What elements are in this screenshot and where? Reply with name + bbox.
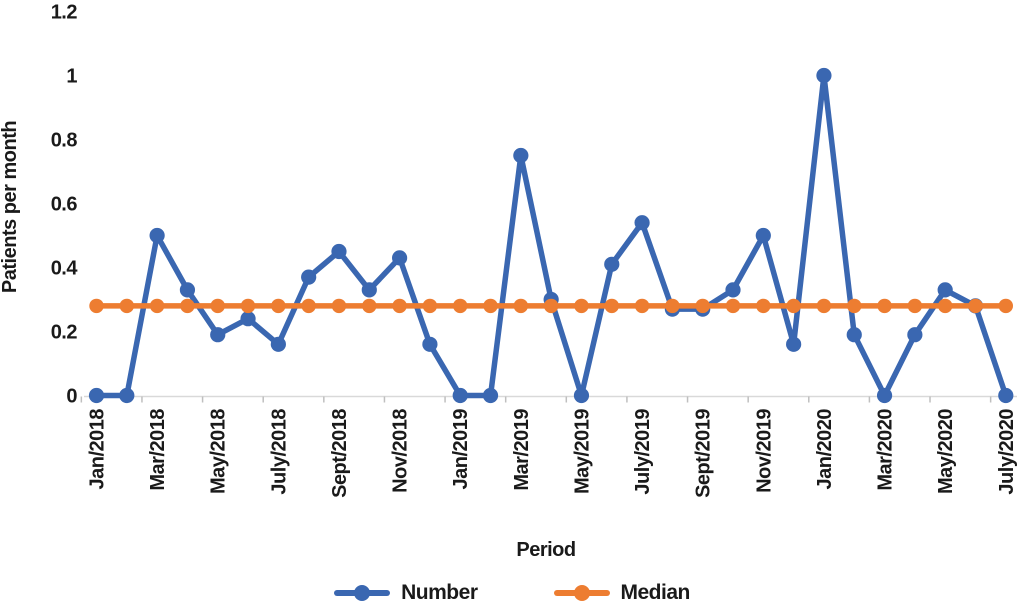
number-point (573, 387, 590, 404)
number-point (452, 387, 468, 404)
x-tick-label: July/2020 (996, 409, 1018, 495)
median-point (362, 298, 377, 314)
legend-label-median: Median (620, 581, 691, 604)
number-point (634, 215, 650, 231)
number-point (513, 147, 529, 164)
y-tick-label: 1.2 (51, 2, 78, 24)
median-point (937, 298, 953, 314)
median-point (634, 298, 650, 314)
series-layer (88, 67, 1014, 404)
number-point (755, 227, 771, 244)
number-point (907, 327, 923, 343)
x-tick-label: Mar/2019 (511, 409, 533, 491)
legend-item-number: Number (334, 581, 478, 604)
median-point (149, 298, 165, 314)
y-axis-title: Patients per month (0, 121, 21, 293)
median-point (816, 298, 832, 314)
number-point (422, 336, 438, 352)
x-tick-label: Nov/2019 (753, 409, 775, 493)
x-tick-label: Jan/2018 (87, 409, 109, 490)
number-point (210, 327, 226, 343)
median-point (210, 298, 225, 314)
x-tick-label: Jan/2019 (450, 409, 472, 490)
number-series-dot-icon (354, 584, 371, 601)
y-tick-label: 0.4 (51, 258, 79, 280)
median-point (725, 298, 741, 314)
median-point (422, 298, 438, 314)
y-tick-label: 0 (66, 386, 77, 408)
median-point (695, 298, 710, 314)
median-point (543, 298, 559, 314)
number-point (846, 327, 862, 343)
x-tick-label: July/2019 (632, 409, 654, 495)
median-point (453, 298, 468, 314)
median-point (907, 298, 923, 314)
number-series-marker-icon (334, 584, 391, 601)
number-point (149, 227, 165, 244)
number-point (361, 282, 377, 298)
y-tick-label: 0.8 (51, 130, 78, 152)
median-point (513, 298, 529, 314)
median-point (756, 298, 771, 314)
legend: Number Median (0, 582, 1024, 603)
x-tick-label: July/2018 (268, 409, 290, 495)
number-point (816, 67, 832, 84)
median-point (89, 298, 104, 314)
median-point (847, 298, 862, 314)
median-point (180, 298, 195, 314)
number-point (604, 256, 620, 272)
number-point (270, 336, 286, 352)
median-series-dot-icon (573, 584, 590, 601)
y-tick-label: 0.6 (51, 194, 78, 216)
median-point (604, 298, 619, 314)
number-point (240, 311, 256, 327)
x-tick-label: May/2019 (571, 409, 593, 494)
median-point (271, 298, 286, 314)
number-point (119, 387, 135, 404)
number-point (179, 282, 196, 298)
median-point (877, 298, 892, 314)
number-point (331, 243, 347, 260)
axes-layer: 0 0.2 0.4 0.6 0.8 1 1.2 Jan/2018 Mar/2018 May/201… (51, 2, 1018, 498)
median-point (998, 298, 1013, 314)
legend-item-median: Median (553, 581, 691, 604)
number-point (937, 282, 953, 298)
median-point (392, 298, 407, 314)
median-point (483, 298, 498, 314)
x-tick-label: Nov/2018 (390, 409, 412, 493)
median-point (968, 298, 983, 314)
x-tick-label: May/2018 (208, 409, 230, 494)
number-point (725, 282, 741, 298)
x-tick-label: Mar/2018 (147, 409, 169, 491)
number-line (93, 72, 1009, 399)
median-point (119, 298, 135, 314)
number-point (876, 387, 893, 404)
y-tick-label: 0.2 (51, 322, 78, 344)
x-tick-label: May/2020 (935, 409, 957, 494)
median-point (331, 298, 347, 314)
x-tick-label: Sept/2019 (693, 409, 715, 498)
number-point (88, 387, 105, 404)
x-tick-label: Jan/2020 (814, 409, 836, 490)
number-point (786, 336, 802, 352)
number-point (392, 250, 408, 266)
y-tick-label: 1 (66, 66, 77, 88)
x-axis-title: Period (516, 539, 575, 561)
legend-label-number: Number (401, 581, 478, 604)
median-point (665, 298, 680, 314)
median-point (301, 298, 316, 314)
median-point (574, 298, 589, 314)
number-point (998, 387, 1014, 404)
median-series-marker-icon (553, 584, 610, 601)
x-tick-label: Sept/2018 (329, 409, 351, 498)
number-point (482, 387, 499, 404)
median-point (786, 298, 801, 314)
x-tick-label: Mar/2020 (875, 409, 897, 491)
number-point (301, 269, 317, 285)
median-point (240, 298, 256, 314)
